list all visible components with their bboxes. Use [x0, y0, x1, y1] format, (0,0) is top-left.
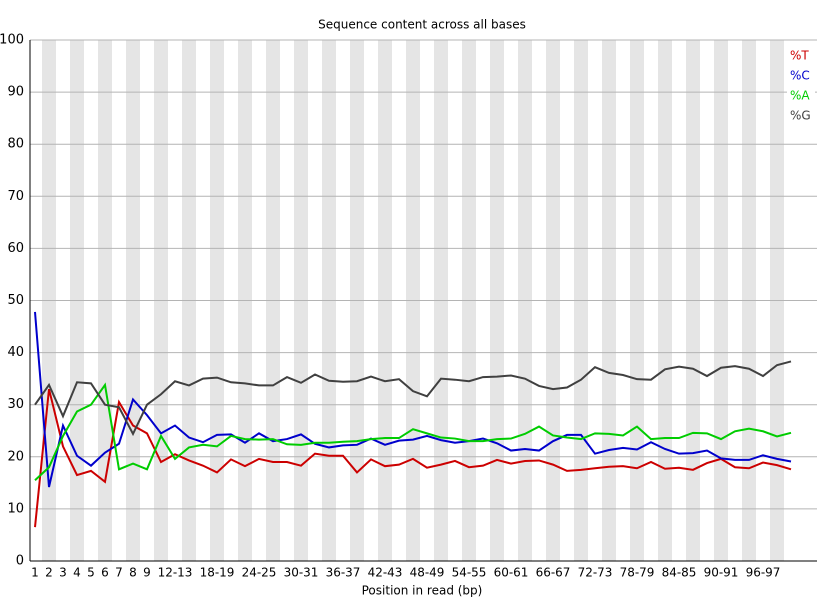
- series-line: [34, 360, 792, 437]
- x-tick-label: 42-43: [368, 566, 403, 580]
- x-tick-label: 48-49: [410, 566, 445, 580]
- x-tick-label: 54-55: [452, 566, 487, 580]
- y-tick-label: 70: [7, 189, 24, 204]
- x-tick-label: 36-37: [326, 566, 361, 580]
- x-tick-label: 96-97: [746, 566, 781, 580]
- x-tick-label: 7: [115, 566, 123, 580]
- x-tick-label: 2: [45, 566, 53, 580]
- y-tick-label: 50: [7, 293, 24, 308]
- x-tick-label: 1: [31, 566, 39, 580]
- y-tick-label: 80: [7, 137, 24, 152]
- x-tick-label: 84-85: [662, 566, 697, 580]
- legend-label: %T: [790, 49, 809, 63]
- legend-label: %G: [790, 109, 811, 123]
- legend-label: %C: [790, 69, 810, 83]
- chart-title: Sequence content across all bases: [318, 18, 526, 32]
- y-tick-label: 10: [7, 501, 24, 516]
- x-axis-label: Position in read (bp): [362, 584, 483, 598]
- x-tick-label: 78-79: [620, 566, 655, 580]
- x-tick-label: 60-61: [494, 566, 529, 580]
- x-tick-label: 9: [143, 566, 151, 580]
- series-line: [34, 382, 792, 481]
- y-tick-label: 0: [16, 554, 24, 569]
- y-tick-label: 30: [7, 397, 24, 412]
- x-tick-label: 12-13: [158, 566, 193, 580]
- x-tick-label: 30-31: [284, 566, 319, 580]
- series-line: [34, 311, 792, 488]
- x-tick-label: 90-91: [704, 566, 739, 580]
- x-tick-label: 72-73: [578, 566, 613, 580]
- legend-label: %A: [790, 89, 810, 103]
- y-tick-label: 20: [7, 449, 24, 464]
- x-tick-label: 6: [101, 566, 109, 580]
- x-tick-label: 8: [129, 566, 137, 580]
- y-tick-label: 90: [7, 85, 24, 100]
- y-tick-label: 40: [7, 345, 24, 360]
- x-tick-label: 4: [73, 566, 81, 580]
- legend-box: [787, 44, 815, 128]
- series-line: [34, 388, 792, 528]
- y-tick-label: 100: [0, 33, 24, 48]
- x-tick-label: 66-67: [536, 566, 571, 580]
- y-tick-label: 60: [7, 241, 24, 256]
- x-tick-label: 3: [59, 566, 67, 580]
- x-tick-label: 24-25: [242, 566, 277, 580]
- x-tick-label: 18-19: [200, 566, 235, 580]
- x-tick-label: 5: [87, 566, 95, 580]
